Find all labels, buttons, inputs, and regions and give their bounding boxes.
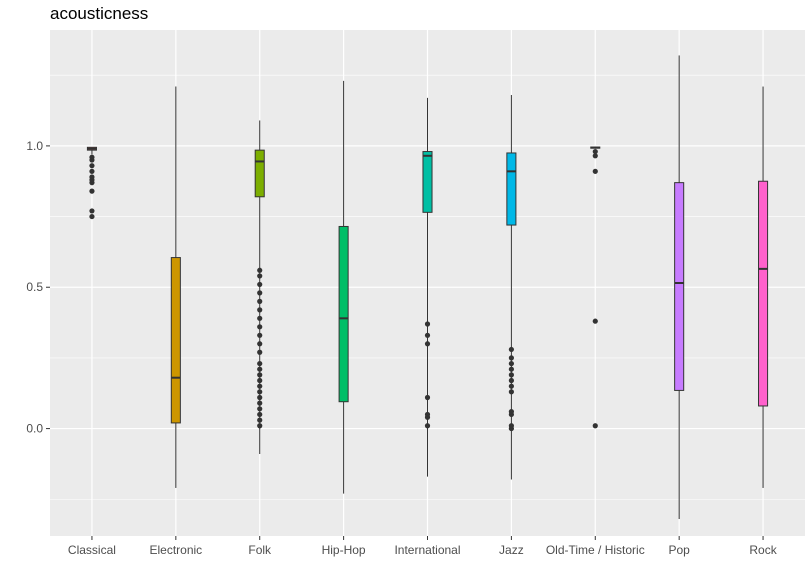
x-tick-label: Classical <box>68 543 116 557</box>
outlier-point <box>508 355 514 361</box>
outlier-point <box>257 281 263 288</box>
outlier-point <box>257 341 263 347</box>
boxes-layer <box>86 55 769 520</box>
outlier-point <box>424 411 431 418</box>
outlier-point <box>89 168 95 174</box>
outlier-point <box>508 383 514 389</box>
outlier-point <box>257 324 263 330</box>
box <box>338 225 349 403</box>
box-group-old-time-historic <box>590 146 601 429</box>
outlier-point <box>257 366 263 372</box>
outlier-point <box>508 372 514 378</box>
outlier-point <box>257 273 263 279</box>
outlier-point <box>424 394 431 401</box>
box-group-rock <box>758 86 769 488</box>
box <box>170 257 181 424</box>
box <box>758 180 769 407</box>
outlier-point <box>508 366 514 372</box>
x-tick-label: Jazz <box>499 543 524 557</box>
outlier-point <box>257 307 263 313</box>
box <box>254 149 265 198</box>
x-tick-label: International <box>394 543 460 557</box>
x-tick-label: Electronic <box>149 543 202 557</box>
outlier-point <box>508 409 514 415</box>
outlier-point <box>257 377 263 384</box>
outlier-point <box>424 341 431 347</box>
outlier-point <box>257 360 263 367</box>
outlier-point <box>257 411 263 418</box>
outlier-point <box>508 389 514 395</box>
x-tick-label: Folk <box>248 543 272 557</box>
x-tick-label: Rock <box>749 543 777 557</box>
outlier-point <box>508 423 514 429</box>
box-group-pop <box>674 55 685 520</box>
outlier-point <box>89 163 95 169</box>
box <box>506 152 517 226</box>
x-tick-label: Pop <box>668 543 690 557</box>
outlier-point <box>257 400 263 406</box>
outlier-point <box>424 321 431 327</box>
outlier-point <box>257 423 263 429</box>
outlier-point <box>89 213 95 220</box>
axis-labels: 0.0 0.5 1.0 Classical Electronic Folk Hip-Hop I… <box>26 139 777 557</box>
outlier-point <box>257 267 263 273</box>
outlier-point <box>89 208 95 214</box>
outlier-point <box>257 372 263 378</box>
x-tick-label: Hip-Hop <box>322 543 366 557</box>
outlier-point <box>592 423 598 429</box>
box-group-electronic <box>170 86 181 488</box>
outlier-point <box>257 349 263 355</box>
y-tick-label: 0.0 <box>26 422 43 436</box>
box <box>422 151 433 213</box>
outlier-point <box>89 188 95 194</box>
y-tick-label: 1.0 <box>26 139 43 153</box>
outlier-point <box>89 154 95 160</box>
box-group-international <box>422 97 433 477</box>
box <box>674 182 685 391</box>
outlier-point <box>257 290 263 296</box>
outlier-point <box>508 346 514 353</box>
outlier-point <box>424 423 431 429</box>
outlier-point <box>257 315 263 321</box>
outlier-point <box>89 174 95 180</box>
outlier-point <box>257 389 263 395</box>
outlier-point <box>257 332 263 338</box>
box-group-classical <box>86 146 97 220</box>
outlier-point <box>592 168 598 174</box>
outlier-point <box>592 318 598 324</box>
chart-title: acousticness <box>50 4 149 23</box>
outlier-point <box>424 332 431 338</box>
outlier-point <box>508 377 514 384</box>
outlier-point <box>257 298 263 304</box>
outlier-point <box>257 406 263 412</box>
box-group-folk <box>254 120 265 455</box>
box-group-jazz <box>506 95 517 480</box>
outlier-point <box>257 383 263 389</box>
y-tick-label: 0.5 <box>26 280 43 294</box>
outlier-point <box>257 394 263 401</box>
outlier-point <box>508 360 514 367</box>
x-tick-label: Old-Time / Historic <box>546 543 645 557</box>
outlier-point <box>257 417 263 423</box>
outlier-point <box>592 148 598 155</box>
outlier-point <box>592 153 598 159</box>
box-group-hip-hop <box>338 80 349 494</box>
